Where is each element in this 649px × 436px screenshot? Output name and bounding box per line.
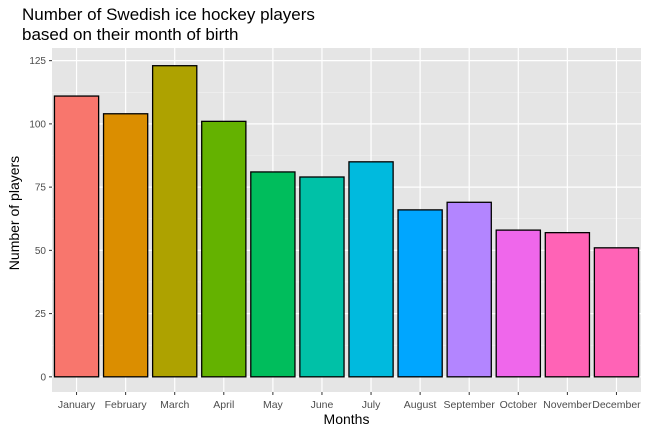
x-tick-label: December <box>592 399 641 411</box>
bar-september <box>446 201 492 378</box>
chart-title-line-2: based on their month of birth <box>22 25 239 44</box>
bar-november <box>544 231 591 378</box>
x-tick-label: June <box>311 399 334 411</box>
x-tick-label: September <box>444 399 496 411</box>
bar-may <box>250 171 296 378</box>
bar-december <box>593 247 640 378</box>
x-tick-label: March <box>160 399 189 411</box>
x-tick-label: July <box>362 399 381 411</box>
x-tick-label: May <box>263 399 284 411</box>
x-tick-label: February <box>105 399 148 411</box>
bar-june <box>299 176 345 378</box>
y-tick-label: 25 <box>35 309 47 320</box>
plot-panel <box>52 48 641 392</box>
y-tick-label: 125 <box>29 56 46 67</box>
bar-march <box>151 65 198 378</box>
x-axis-title: Months <box>323 411 370 427</box>
y-tick-label: 50 <box>35 246 47 257</box>
bar-february <box>102 113 149 378</box>
x-tick-label: April <box>213 399 234 411</box>
y-axis-title: Number of players <box>6 155 22 271</box>
x-tick-label: August <box>404 399 437 411</box>
bar-april <box>201 120 247 378</box>
bar-january <box>53 95 100 378</box>
chart-title: Number of Swedish ice hockey players bas… <box>22 5 315 45</box>
bar-august <box>397 209 443 378</box>
y-tick-label: 75 <box>35 183 47 194</box>
y-tick-label: 100 <box>29 119 46 130</box>
bar-october <box>495 229 542 378</box>
y-tick-label: 0 <box>40 372 46 383</box>
chart-title-line-1: Number of Swedish ice hockey players <box>22 5 315 24</box>
bar-july <box>348 161 394 378</box>
x-tick-label: January <box>58 399 96 411</box>
x-tick-label: November <box>543 399 592 411</box>
x-tick-label: October <box>500 399 538 411</box>
